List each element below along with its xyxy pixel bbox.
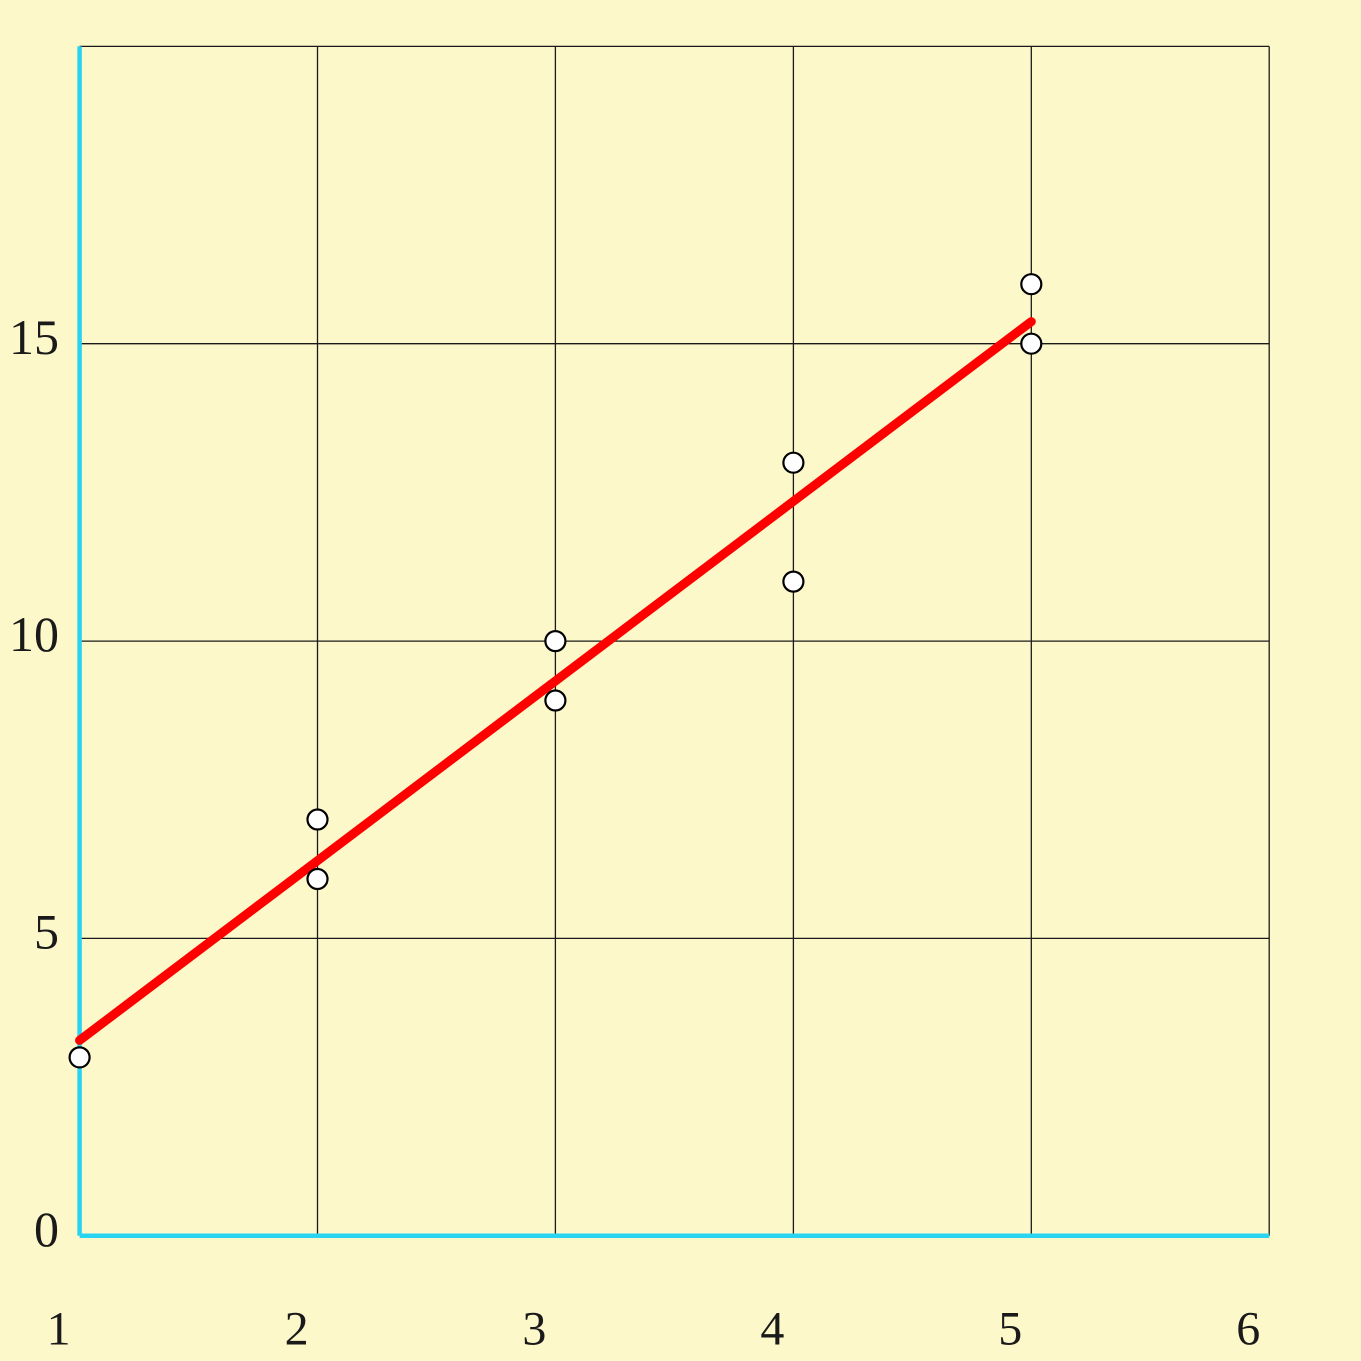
svg-text:0: 0 <box>34 1201 59 1257</box>
svg-text:2: 2 <box>285 1303 309 1356</box>
svg-text:15: 15 <box>9 309 59 365</box>
svg-text:5: 5 <box>998 1303 1022 1356</box>
svg-text:5: 5 <box>34 904 59 960</box>
svg-text:4: 4 <box>760 1303 784 1356</box>
svg-text:6: 6 <box>1236 1303 1260 1356</box>
svg-text:10: 10 <box>9 606 59 662</box>
svg-text:1: 1 <box>47 1303 71 1356</box>
svg-text:3: 3 <box>522 1303 546 1356</box>
